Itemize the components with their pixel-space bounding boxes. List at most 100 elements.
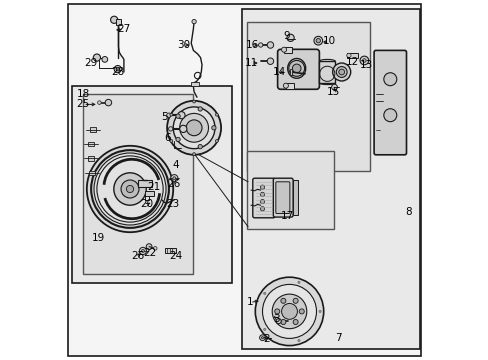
Text: 7: 7: [335, 333, 342, 343]
Bar: [138, 180, 152, 187]
Circle shape: [313, 36, 322, 45]
Bar: [247, 151, 333, 229]
Text: 3: 3: [273, 314, 280, 324]
Circle shape: [362, 59, 366, 62]
Text: 19: 19: [91, 233, 104, 243]
Circle shape: [198, 144, 202, 149]
Circle shape: [139, 247, 146, 255]
Circle shape: [260, 185, 264, 189]
Circle shape: [215, 113, 218, 116]
Circle shape: [167, 101, 221, 155]
Circle shape: [166, 113, 171, 117]
Circle shape: [276, 319, 281, 324]
Circle shape: [346, 53, 350, 58]
Circle shape: [331, 84, 337, 90]
Circle shape: [169, 113, 172, 116]
Circle shape: [260, 207, 264, 211]
Circle shape: [215, 139, 218, 142]
Circle shape: [316, 39, 320, 43]
Circle shape: [169, 139, 172, 142]
Circle shape: [263, 328, 265, 330]
Circle shape: [126, 185, 133, 193]
Circle shape: [338, 69, 344, 75]
Circle shape: [299, 309, 304, 314]
FancyBboxPatch shape: [373, 50, 406, 155]
Circle shape: [272, 294, 306, 329]
Circle shape: [263, 292, 265, 294]
Bar: [241, 9, 419, 349]
Circle shape: [87, 146, 173, 232]
Text: 4: 4: [172, 160, 179, 170]
Circle shape: [105, 99, 111, 106]
Text: 30: 30: [176, 40, 189, 50]
Text: 2: 2: [263, 334, 269, 344]
Circle shape: [266, 42, 273, 48]
Text: 25: 25: [77, 99, 90, 109]
Circle shape: [283, 83, 288, 88]
Circle shape: [102, 57, 107, 62]
Text: 28: 28: [111, 67, 124, 77]
Text: 8: 8: [404, 207, 411, 217]
Text: 9: 9: [283, 31, 289, 41]
Circle shape: [332, 63, 350, 81]
Circle shape: [211, 126, 216, 130]
Circle shape: [172, 177, 175, 180]
Circle shape: [383, 73, 396, 86]
Circle shape: [288, 60, 304, 76]
Circle shape: [292, 64, 301, 73]
Circle shape: [192, 153, 195, 156]
Text: 1: 1: [246, 297, 253, 307]
Circle shape: [153, 247, 157, 250]
Bar: [191, 82, 199, 86]
Circle shape: [186, 120, 202, 136]
Bar: [247, 22, 369, 171]
Circle shape: [121, 180, 139, 198]
Circle shape: [280, 298, 285, 303]
Text: 17: 17: [281, 211, 294, 221]
Text: 18: 18: [77, 89, 90, 99]
Bar: [145, 191, 154, 196]
Circle shape: [114, 173, 146, 205]
Bar: [89, 127, 96, 132]
Text: 23: 23: [165, 199, 179, 210]
Circle shape: [198, 107, 202, 111]
Circle shape: [280, 319, 285, 324]
Text: 14: 14: [273, 67, 286, 77]
FancyBboxPatch shape: [273, 178, 292, 217]
Text: 16: 16: [245, 40, 259, 50]
Text: 10: 10: [322, 36, 335, 46]
Circle shape: [176, 114, 180, 118]
Circle shape: [262, 284, 316, 338]
Circle shape: [192, 19, 196, 24]
Text: 13: 13: [360, 60, 373, 70]
Circle shape: [98, 101, 101, 104]
Bar: [347, 53, 358, 58]
Circle shape: [178, 112, 185, 119]
Circle shape: [259, 335, 265, 341]
Bar: [89, 171, 95, 175]
Circle shape: [146, 244, 152, 249]
Bar: [83, 94, 193, 274]
Text: 6: 6: [163, 132, 170, 143]
Circle shape: [292, 298, 298, 303]
Circle shape: [266, 58, 273, 64]
Circle shape: [179, 113, 208, 142]
Circle shape: [258, 43, 263, 47]
Circle shape: [110, 16, 118, 23]
Text: 27: 27: [117, 24, 130, 34]
Circle shape: [359, 56, 368, 65]
Circle shape: [168, 127, 172, 131]
Circle shape: [292, 319, 298, 324]
Bar: [319, 61, 335, 83]
Text: 24: 24: [168, 251, 182, 261]
Circle shape: [274, 309, 279, 314]
Text: 15: 15: [326, 87, 340, 97]
Circle shape: [179, 125, 186, 132]
Circle shape: [297, 281, 300, 283]
Circle shape: [261, 337, 263, 339]
FancyBboxPatch shape: [252, 178, 275, 218]
Circle shape: [255, 277, 323, 346]
Bar: [285, 83, 293, 89]
Circle shape: [170, 175, 178, 182]
Circle shape: [260, 199, 264, 204]
